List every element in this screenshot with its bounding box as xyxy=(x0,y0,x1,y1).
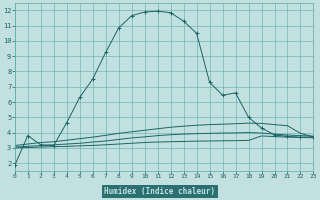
Text: Humidex (Indice chaleur): Humidex (Indice chaleur) xyxy=(105,187,215,196)
